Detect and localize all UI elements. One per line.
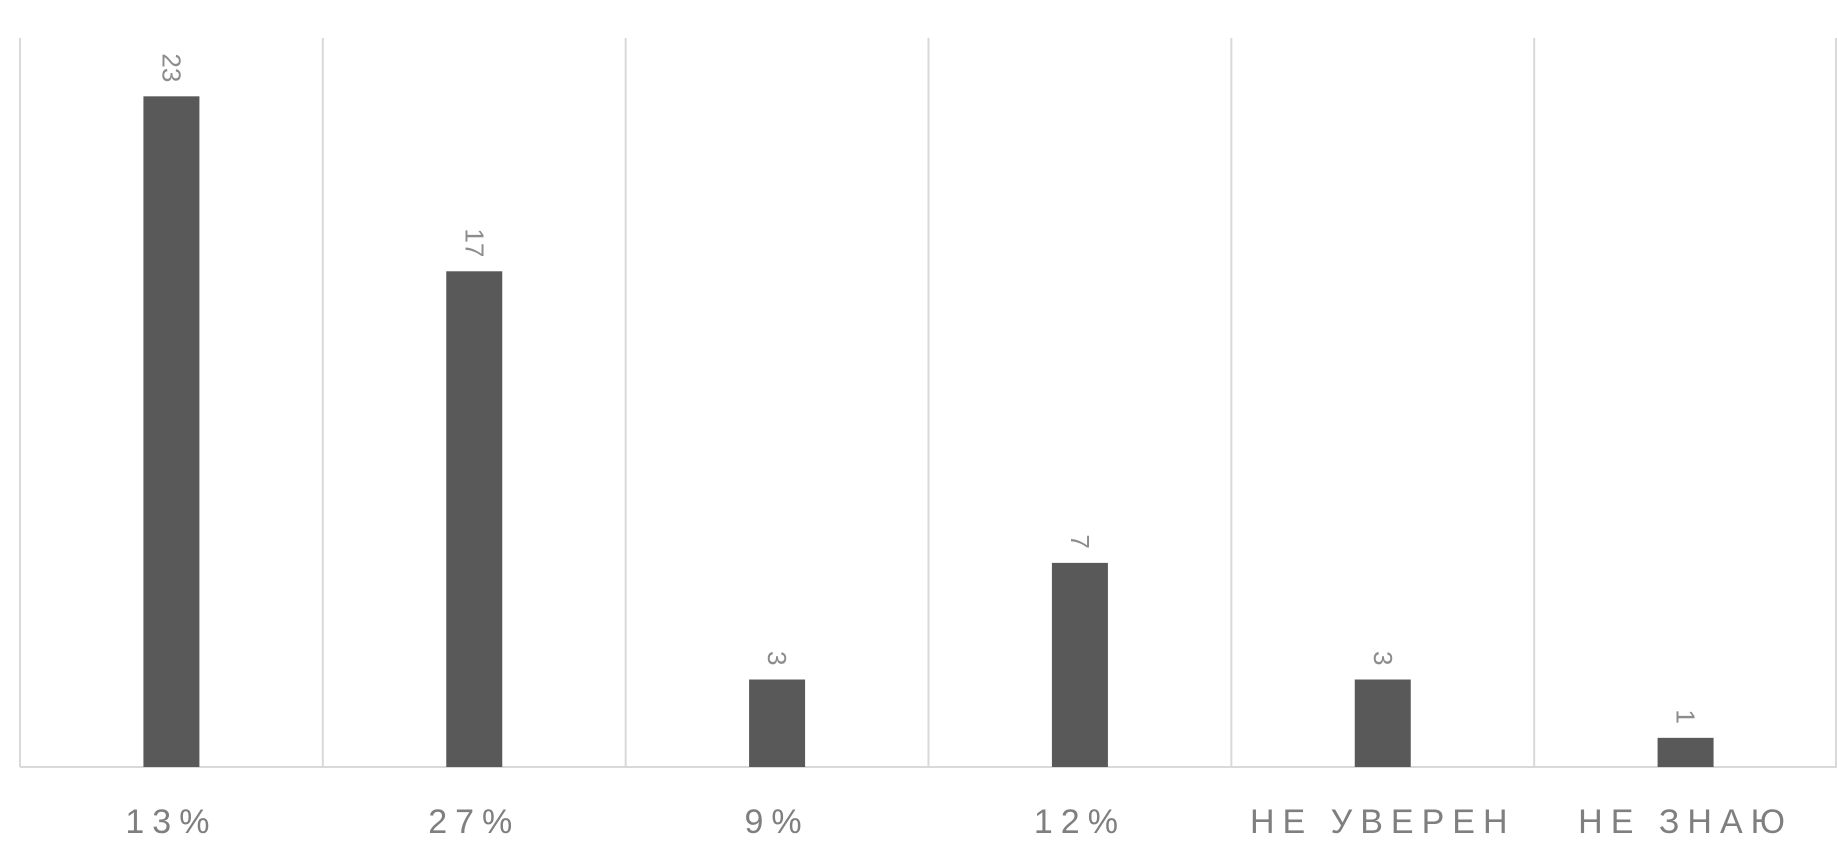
- bar: [446, 271, 503, 767]
- bar: [143, 96, 200, 767]
- bar: [1051, 562, 1108, 767]
- data-label-layer: 23 17 3 7 3 1: [156, 53, 1700, 723]
- grid-layer: [19, 38, 1837, 768]
- data-label: 23: [156, 53, 186, 82]
- bar-layer: [143, 96, 1714, 767]
- x-axis-tick-label: 27%: [428, 803, 520, 841]
- x-axis-tick-label: 12%: [1034, 803, 1126, 841]
- bar: [1354, 679, 1411, 767]
- data-label: 3: [762, 651, 792, 665]
- bar: [749, 679, 806, 767]
- x-axis-tick-label: 9%: [745, 803, 810, 841]
- x-axis-tick-label: 13%: [125, 803, 217, 841]
- data-label: 1: [1671, 709, 1701, 723]
- x-axis-tick-layer: 13% 27% 9% 12% НЕ УВЕРЕН НЕ ЗНАЮ: [125, 803, 1793, 841]
- data-label: 17: [459, 228, 489, 257]
- bar: [1657, 737, 1714, 767]
- x-axis-tick-label: НЕ УВЕРЕН: [1250, 803, 1516, 841]
- data-label: 3: [1368, 651, 1398, 665]
- data-label: 7: [1065, 534, 1095, 548]
- x-axis-tick-label: НЕ ЗНАЮ: [1578, 803, 1793, 841]
